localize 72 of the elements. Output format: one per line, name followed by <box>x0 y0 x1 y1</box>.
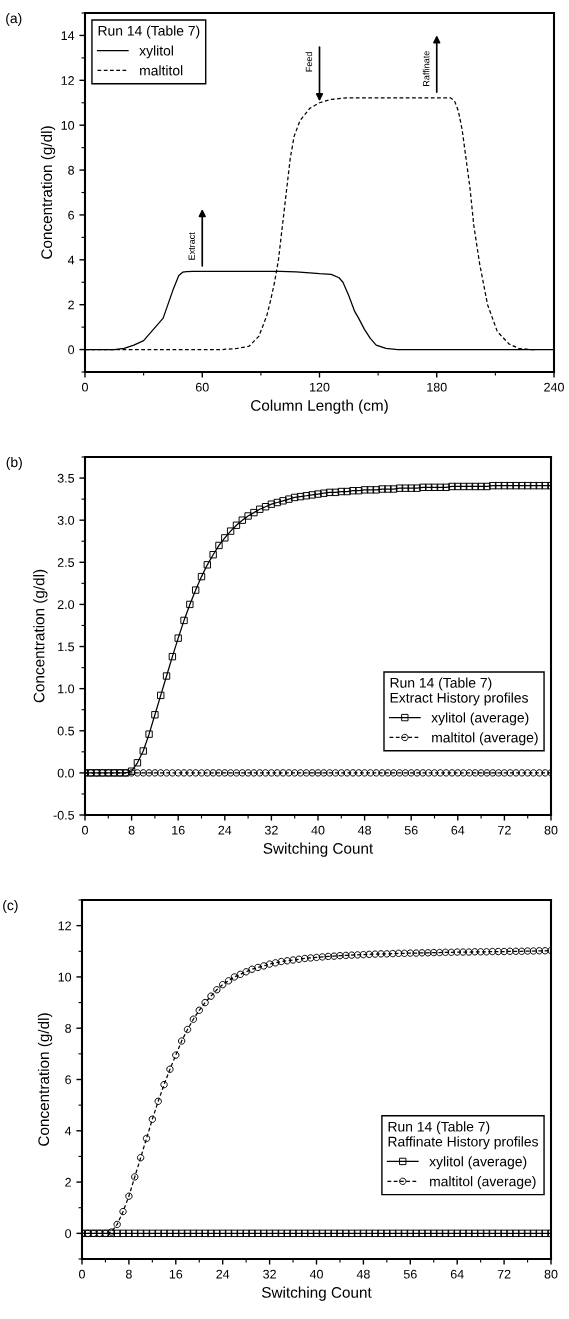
x-axis-title: Column Length (cm) <box>251 399 388 414</box>
x-tick-label: 32 <box>264 825 278 835</box>
y-tick-label: 12 <box>58 921 71 931</box>
x-tick-label: 180 <box>427 382 447 392</box>
annotation: Raffinate <box>422 51 430 86</box>
y-tick-label: 2 <box>68 300 74 310</box>
x-tick-label: 72 <box>497 1269 511 1279</box>
x-tick-label: 64 <box>450 1269 464 1279</box>
annotation: Extract <box>188 232 195 260</box>
y-tick-label: 3.5 <box>57 473 75 483</box>
x-tick-label: 60 <box>195 382 209 392</box>
x-tick-label: 120 <box>310 382 330 392</box>
x-tick-label: 56 <box>403 1269 417 1279</box>
y-tick-label: 0.5 <box>57 726 75 736</box>
x-tick-label: 72 <box>498 825 511 835</box>
x-tick-label: 40 <box>311 825 325 835</box>
legend-label: maltitol (average) <box>430 1176 536 1190</box>
x-tick-label: 240 <box>544 382 564 392</box>
chart-title: (c) <box>3 900 18 913</box>
y-tick-label: 2 <box>65 1177 71 1187</box>
y-axis-title: Concentration (g/dl) <box>40 126 56 259</box>
y-tick-label: 2.0 <box>57 600 75 610</box>
y-tick-label: 0 <box>65 1229 72 1239</box>
x-tick-label: 32 <box>263 1269 276 1279</box>
x-tick-label: 24 <box>216 1269 230 1279</box>
x-tick-label: 40 <box>309 1269 323 1279</box>
legend-label: xylitol <box>139 45 173 59</box>
x-tick-label: 8 <box>125 1269 132 1279</box>
chart-title: (b) <box>6 457 22 470</box>
y-tick-label: 6 <box>65 1075 72 1085</box>
x-tick-label: 80 <box>544 825 558 835</box>
y-tick-label: 4 <box>64 1126 72 1136</box>
x-tick-label: 16 <box>172 825 185 835</box>
legend-label: maltitol (average) <box>432 732 538 746</box>
y-tick-label: 0.0 <box>57 768 75 778</box>
y-tick-label: 6 <box>68 210 75 220</box>
y-tick-label: 1.5 <box>58 642 75 652</box>
y-axis-title: Concentration (g/dl) <box>33 569 48 703</box>
x-tick-label: 24 <box>218 825 232 835</box>
legend-title: Run 14 (Table 7) Raffinate History profiles <box>388 1121 539 1150</box>
y-tick-label: 4 <box>67 255 75 265</box>
x-tick-label: 0 <box>79 1269 85 1279</box>
y-tick-label: 2.5 <box>57 558 75 567</box>
x-tick-label: 0 <box>82 382 88 392</box>
x-tick-label: 64 <box>451 825 465 835</box>
y-tick-label: 0 <box>68 345 75 355</box>
x-axis-title: Switching Count <box>263 842 374 857</box>
legend-label: xylitol (average) <box>429 1156 527 1170</box>
y-tick-label: 10 <box>61 120 75 130</box>
annotation: Feed <box>305 52 313 72</box>
y-axis-title: Concentration (g/dl) <box>37 1013 53 1146</box>
y-tick-label: 8 <box>68 165 75 175</box>
x-tick-label: 0 <box>82 825 88 835</box>
y-tick-label: 10 <box>58 972 72 982</box>
x-tick-label: 8 <box>128 825 135 835</box>
legend-title: Run 14 (Table 7) Extract History profiles <box>390 677 528 706</box>
x-tick-label: 56 <box>404 825 418 835</box>
y-tick-label: 14 <box>61 31 75 40</box>
legend-label: xylitol (average) <box>431 712 529 726</box>
x-axis-title: Switching Count <box>262 1286 372 1301</box>
y-tick-label: -0.5 <box>53 810 75 820</box>
y-tick-label: 1.0 <box>58 684 75 694</box>
legend-title: Run 14 (Table 7) <box>98 25 200 39</box>
x-tick-label: 48 <box>356 1269 370 1279</box>
x-tick-label: 80 <box>544 1269 558 1279</box>
legend-label: maltitol <box>140 65 183 76</box>
x-tick-label: 16 <box>169 1269 183 1279</box>
y-tick-label: 12 <box>61 76 74 85</box>
y-tick-label: 8 <box>65 1024 72 1033</box>
y-tick-label: 3.0 <box>57 515 75 525</box>
chart-title: (a) <box>6 13 22 26</box>
x-tick-label: 48 <box>357 825 372 835</box>
